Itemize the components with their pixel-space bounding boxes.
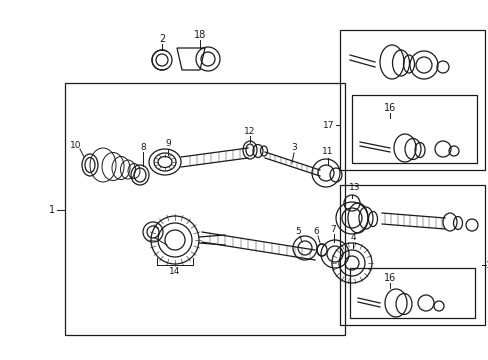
Text: 18: 18 [193,30,206,40]
Text: 9: 9 [165,139,170,148]
Text: 6: 6 [312,226,318,235]
Text: 15: 15 [485,261,488,270]
Text: 10: 10 [70,140,81,149]
Text: 7: 7 [329,225,335,234]
Bar [65,83,345,335]
Text: 5: 5 [295,226,300,235]
Bar [339,30,484,170]
Text: 11: 11 [322,148,333,157]
Text: 3: 3 [290,144,296,153]
Text: 14: 14 [169,267,181,276]
Bar [351,95,476,163]
Text: 16: 16 [383,103,395,113]
Text: 16: 16 [383,273,395,283]
Text: 4: 4 [349,234,355,243]
Text: 8: 8 [140,143,145,152]
Text: 1: 1 [49,205,55,215]
Text: 17: 17 [322,121,333,130]
Text: 13: 13 [348,184,360,193]
Bar [349,268,474,318]
Bar [339,185,484,325]
Text: 2: 2 [159,34,165,44]
Text: 12: 12 [244,126,255,135]
